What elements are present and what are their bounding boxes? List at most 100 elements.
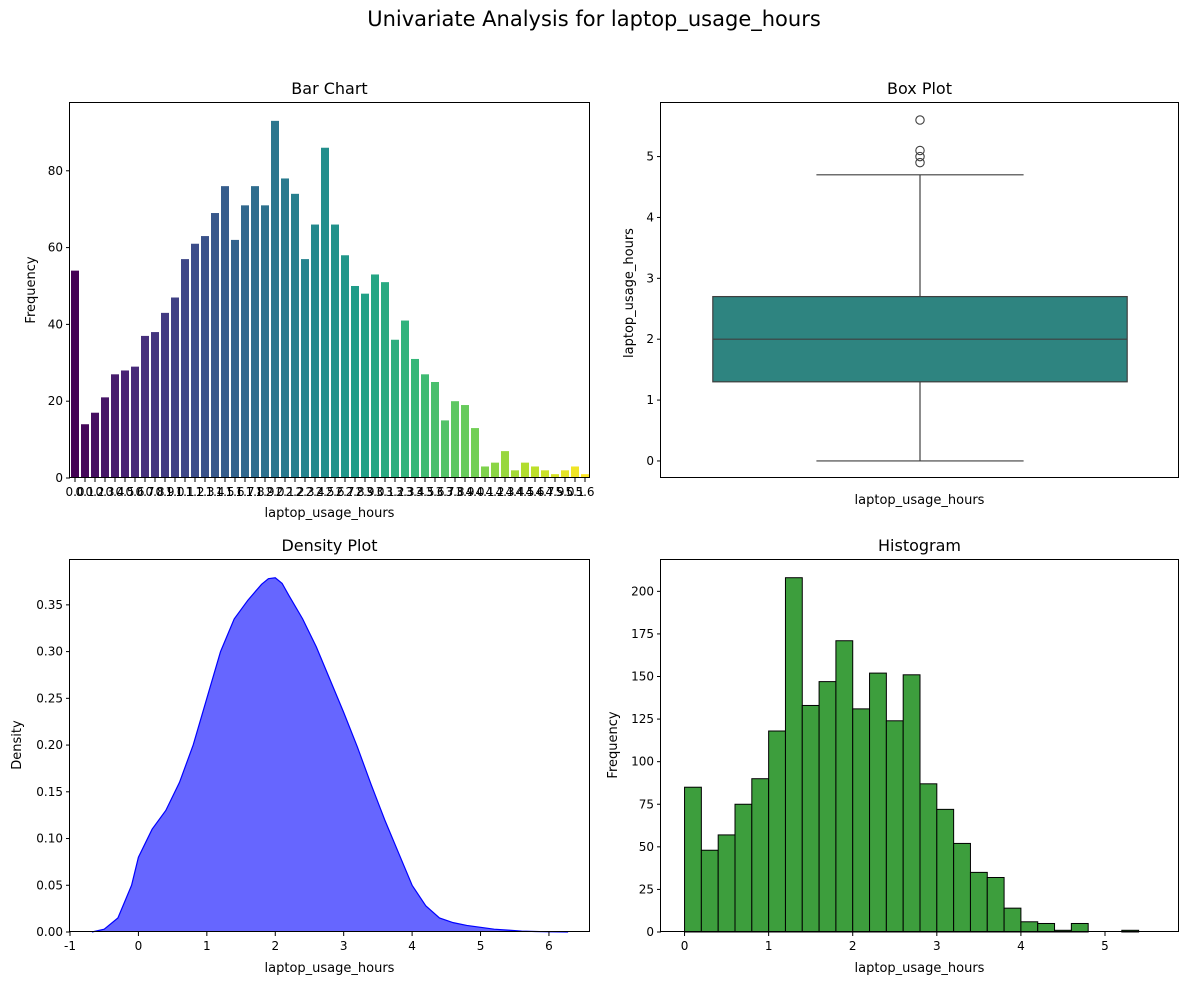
bar-chart-x-tick-label: 0.7 xyxy=(135,485,154,499)
histogram-x-label: laptop_usage_hours xyxy=(855,961,985,976)
histogram-y-ticks: 0 25 50 75 100 125 150 175 200 xyxy=(631,584,661,939)
bar-chart-x-tick-label: 4.7 xyxy=(535,485,554,499)
bar xyxy=(291,193,299,478)
histogram-bar xyxy=(1070,922,1089,933)
density-plot-title: Density Plot xyxy=(281,536,377,555)
bar-chart-x-tick-label: 4.4 xyxy=(505,485,524,499)
bar-chart-x-tick-label: 1.5 xyxy=(215,485,234,499)
histogram-bar xyxy=(919,783,938,933)
bar-chart-x-label: laptop_usage_hours xyxy=(265,506,395,521)
density-plot-x-label: laptop_usage_hours xyxy=(265,961,395,976)
bar-chart-x-tick-label: 1.0 xyxy=(165,485,184,499)
bar xyxy=(371,274,379,478)
bar-chart-y-tick-label: 0 xyxy=(55,471,63,485)
bar xyxy=(361,293,369,478)
bar-chart-x-tick-label: 0.6 xyxy=(125,485,144,499)
bar xyxy=(431,381,439,478)
bar xyxy=(171,297,179,478)
bar xyxy=(251,186,259,478)
bar xyxy=(271,120,279,478)
bar xyxy=(561,470,569,478)
bar-chart-x-tick-label: 4.1 xyxy=(475,485,494,499)
bar-chart-x-tick-label: 2.4 xyxy=(305,485,324,499)
bar-chart-x-tick-label: 3.9 xyxy=(455,485,474,499)
bar xyxy=(331,224,339,478)
box-plot-x-label: laptop_usage_hours xyxy=(855,493,985,508)
bar xyxy=(411,358,419,478)
histogram-bar xyxy=(852,708,871,933)
bar xyxy=(461,405,469,478)
bar-chart-x-tick-label: 1.1 xyxy=(175,485,194,499)
bar-chart-x-tick-label: 4.0 xyxy=(465,485,484,499)
histogram-bar xyxy=(684,786,702,933)
figure-title: Univariate Analysis for laptop_usage_hou… xyxy=(367,7,821,32)
density-plot-x-tick-label: -1 xyxy=(64,939,76,953)
density-plot-y-label: Density xyxy=(10,720,25,770)
box-plot-title: Box Plot xyxy=(887,79,952,98)
bar-chart-x-tick-label: 0.1 xyxy=(75,485,94,499)
bar xyxy=(101,397,109,478)
bar xyxy=(231,239,239,478)
density-plot-y-tick-label: 0.15 xyxy=(36,785,63,799)
bar xyxy=(321,147,329,478)
density-plot-y-tick-label: 0.10 xyxy=(36,832,63,846)
bar xyxy=(301,259,309,478)
bar-chart-x-tick-label: 2.2 xyxy=(285,485,304,499)
density-plot-y-tick-label: 0.20 xyxy=(36,738,63,752)
bar-chart-frame xyxy=(69,102,590,478)
bar xyxy=(381,282,389,478)
histogram-bar xyxy=(1037,922,1056,933)
box-plot-frame xyxy=(660,102,1179,478)
bar-chart-x-tick-label: 4.3 xyxy=(495,485,514,499)
bar-chart-x-tick-label: 2.7 xyxy=(335,485,354,499)
density-plot-x-ticks: -1 0 1 2 3 4 5 6 xyxy=(64,932,553,953)
bar-chart-x-tick-label: 1.8 xyxy=(245,485,264,499)
bar xyxy=(351,285,359,478)
histogram-bar xyxy=(768,730,786,933)
bar-chart-x-tick-label: 0.4 xyxy=(105,485,124,499)
bar-chart-x-tick-label: 1.6 xyxy=(225,485,244,499)
bar-chart-y-tick-label: 80 xyxy=(48,164,63,178)
histogram-y-tick-label: 25 xyxy=(639,882,654,896)
bar-chart-x-tick-label: 5.0 xyxy=(555,485,574,499)
histogram-y-tick-label: 75 xyxy=(639,797,654,811)
bar xyxy=(161,312,169,478)
histogram-y-tick-label: 200 xyxy=(631,584,654,598)
bar-chart-x-tick-label: 2.9 xyxy=(355,485,374,499)
bar xyxy=(541,470,549,478)
box-plot-y-tick-label: 3 xyxy=(646,271,654,285)
bar xyxy=(511,470,519,478)
histogram-bar xyxy=(885,720,904,933)
bar xyxy=(71,270,79,478)
bar-chart-y-tick-label: 40 xyxy=(48,317,63,331)
bar xyxy=(111,374,119,478)
density-plot-y-ticks: 0.00 0.05 0.10 0.15 0.20 0.25 0.30 0.35 xyxy=(36,598,70,939)
bar-chart-x-tick-label: 0.8 xyxy=(145,485,164,499)
bar xyxy=(181,259,189,478)
histogram-bar xyxy=(784,577,803,933)
bar-chart-x-tick-label: 2.6 xyxy=(325,485,344,499)
bar-chart-x-tick-label: 5.1 xyxy=(565,485,584,499)
bar-chart-x-tick-label: 2.5 xyxy=(315,485,334,499)
histogram-frame xyxy=(660,559,1179,932)
histogram-bar xyxy=(751,778,770,933)
bar xyxy=(221,186,229,478)
histogram-bar xyxy=(1020,921,1039,933)
box-plot-y-tick-label: 2 xyxy=(646,332,654,346)
bar-chart-x-tick-label: 3.5 xyxy=(415,485,434,499)
bar-chart-x-tick-label: 2.8 xyxy=(345,485,364,499)
bar-chart-x-tick-label: 3.7 xyxy=(435,485,454,499)
histogram-bar xyxy=(969,871,988,933)
density-plot-x-tick-label: 6 xyxy=(545,939,553,953)
histogram-bar xyxy=(953,842,971,933)
histogram-x-tick-label: 0 xyxy=(681,939,689,953)
bar xyxy=(471,428,479,478)
density-plot-panel: Density Plot 0.00 0.05 0.10 0.15 0.20 0.25 0.3… xyxy=(10,536,590,976)
histogram-title: Histogram xyxy=(878,536,961,555)
box-plot-y-tick-label: 1 xyxy=(646,393,654,407)
bar-chart-x-tick-label: 3.8 xyxy=(445,485,464,499)
density-plot-x-tick-label: 3 xyxy=(340,939,348,953)
histogram-bar xyxy=(986,876,1005,933)
